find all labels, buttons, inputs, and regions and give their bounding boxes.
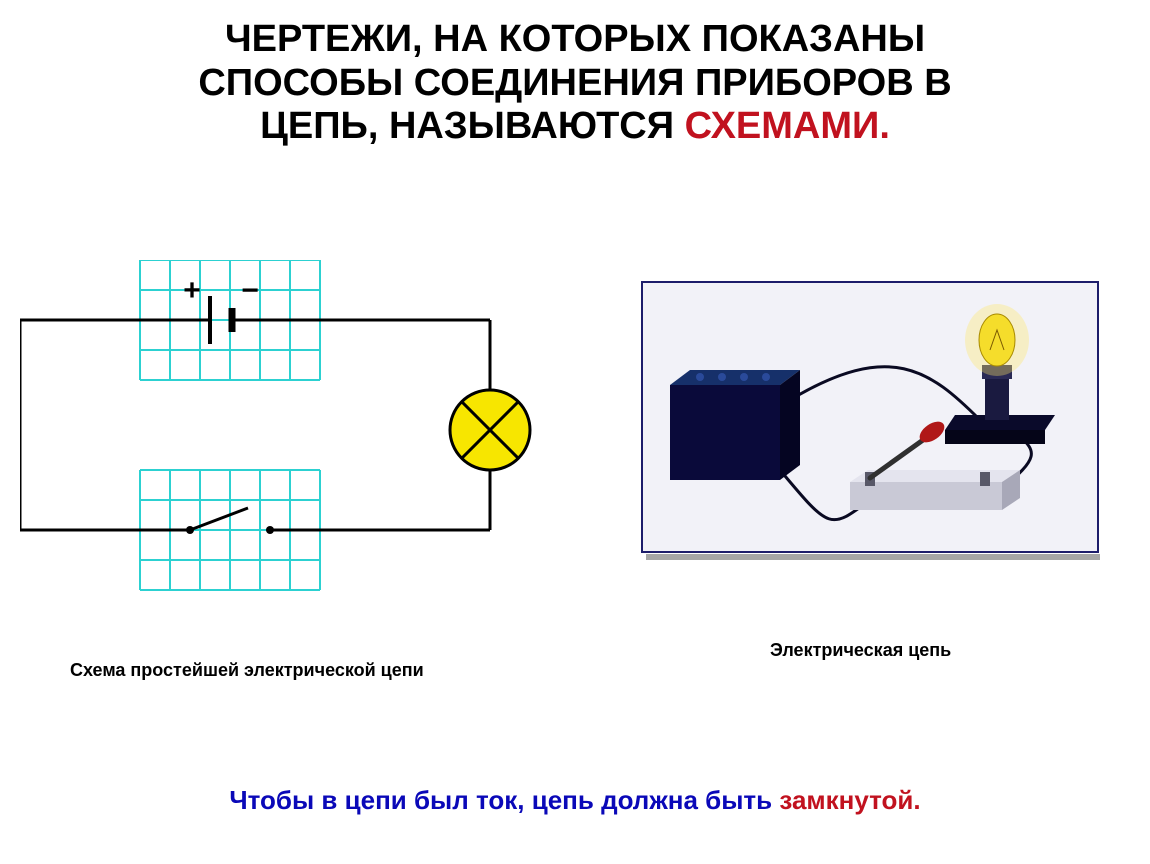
footer-note: Чтобы в цепи был ток, цепь должна быть з… <box>0 785 1150 816</box>
slide-title: ЧЕРТЕЖИ, НА КОТОРЫХ ПОКАЗАНЫ СПОСОБЫ СОЕ… <box>0 18 1150 149</box>
circuit-photo <box>640 280 1100 580</box>
svg-text:+: + <box>183 274 201 307</box>
footer-accent: замкнутой. <box>779 785 920 815</box>
title-line-3-prefix: ЦЕПЬ, НАЗЫВАЮТСЯ <box>260 105 685 147</box>
footer-prefix: Чтобы в цепи был ток, цепь должна быть <box>229 785 779 815</box>
svg-text:−: − <box>241 274 259 307</box>
caption-right: Электрическая цепь <box>770 640 951 661</box>
title-line-2: СПОСОБЫ СОЕДИНЕНИЯ ПРИБОРОВ В <box>198 62 951 104</box>
title-line-1: ЧЕРТЕЖИ, НА КОТОРЫХ ПОКАЗАНЫ <box>225 18 925 60</box>
title-line-3-accent: СХЕМАМИ. <box>685 105 890 147</box>
circuit-schematic: +− <box>20 260 580 600</box>
caption-left: Схема простейшей электрической цепи <box>70 660 424 681</box>
